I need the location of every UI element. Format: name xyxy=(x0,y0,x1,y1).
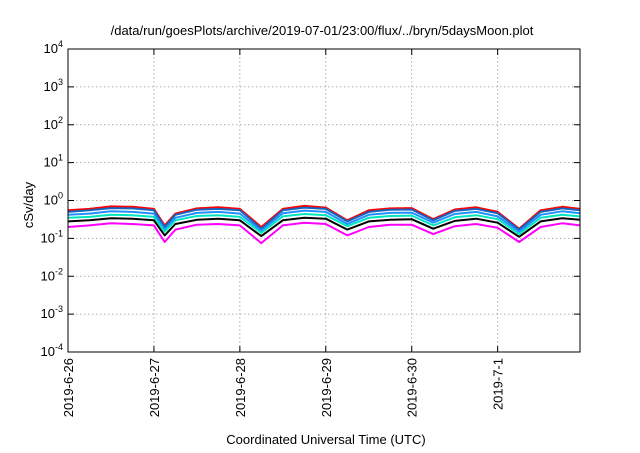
x-tick-label: 2019-6-30 xyxy=(405,358,420,417)
x-tick-label: 2019-6-26 xyxy=(61,358,76,417)
y-tick-exponent: -3 xyxy=(55,304,63,314)
series-line xyxy=(67,209,581,233)
x-tick-label: 2019-6-28 xyxy=(233,358,248,417)
y-tick-exponent: 2 xyxy=(58,115,63,125)
series-line xyxy=(67,216,581,238)
y-tick-exponent: 0 xyxy=(58,191,63,201)
x-axis-label: Coordinated Universal Time (UTC) xyxy=(226,432,425,447)
x-tick-labels: 2019-6-26 2019-6-27 2019-6-28 2019-6-29 2019… xyxy=(61,358,506,417)
y-tick-label: 10-1 xyxy=(41,228,63,245)
series-line xyxy=(67,221,581,245)
y-tick-exponent: -4 xyxy=(55,342,63,352)
series-line xyxy=(67,206,581,231)
y-tick-exponent: 3 xyxy=(58,77,63,87)
x-tick-label: 2019-6-27 xyxy=(147,358,162,417)
x-tick-label: 2019-7-1 xyxy=(491,358,506,410)
y-tick-label: 10-2 xyxy=(41,266,63,283)
grid xyxy=(67,48,580,353)
y-tick-label: 101 xyxy=(44,153,63,170)
x-tick-label: 2019-6-29 xyxy=(319,358,334,417)
y-tick-exponent: 1 xyxy=(58,153,63,163)
plot-frame xyxy=(67,48,581,353)
series-group xyxy=(67,204,581,245)
y-tick-label: 10-3 xyxy=(41,304,63,321)
y-axis-label: cSv/day xyxy=(21,181,36,228)
y-tick-label: 103 xyxy=(44,77,63,94)
y-tick-exponent: -1 xyxy=(55,228,63,238)
y-tick-exponent: 4 xyxy=(58,39,63,49)
y-tick-label: 102 xyxy=(44,115,63,132)
y-tick-label: 100 xyxy=(44,191,63,208)
chart-title: /data/run/goesPlots/archive/2019-07-01/2… xyxy=(111,23,534,38)
series-line xyxy=(67,213,581,236)
y-tick-exponent: -2 xyxy=(55,266,63,276)
y-tick-label: 10-4 xyxy=(41,342,63,359)
y-tick-label: 104 xyxy=(44,39,63,56)
